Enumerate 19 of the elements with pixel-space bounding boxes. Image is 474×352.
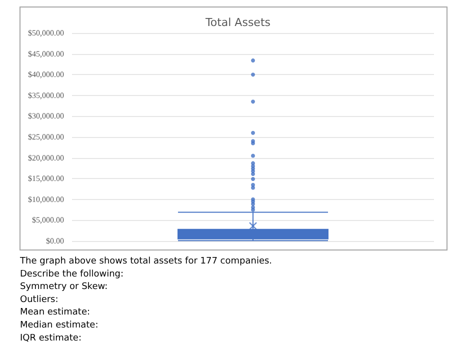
text: Median estimate: xyxy=(20,320,98,330)
y-tick-label: $0.00 xyxy=(46,236,64,246)
text: The graph above shows total assets for 177 companies. xyxy=(19,256,272,266)
y-tick-label: $40,000.00 xyxy=(28,70,64,80)
y-tick-label: $35,000.00 xyxy=(28,90,64,100)
y-tick-label: $45,000.00 xyxy=(28,49,64,58)
y-tick-label: $15,000.00 xyxy=(28,174,64,184)
y-tick-label: $5,000.00 xyxy=(32,216,64,225)
text: Outliers: xyxy=(20,294,58,305)
text: IQR estimate: xyxy=(20,333,82,344)
y-tick-label: $20,000.00 xyxy=(28,153,64,162)
text: Describe the following: xyxy=(20,269,124,280)
y-tick-label: $10,000.00 xyxy=(28,194,64,204)
chart-title: Total Assets xyxy=(204,16,271,29)
y-tick-label: $50,000.00 xyxy=(28,28,64,38)
text: Mean estimate: xyxy=(20,308,90,318)
y-tick-label: $25,000.00 xyxy=(28,132,64,142)
text: Symmetry or Skew: xyxy=(20,282,108,292)
y-tick-label: $30,000.00 xyxy=(28,112,64,121)
